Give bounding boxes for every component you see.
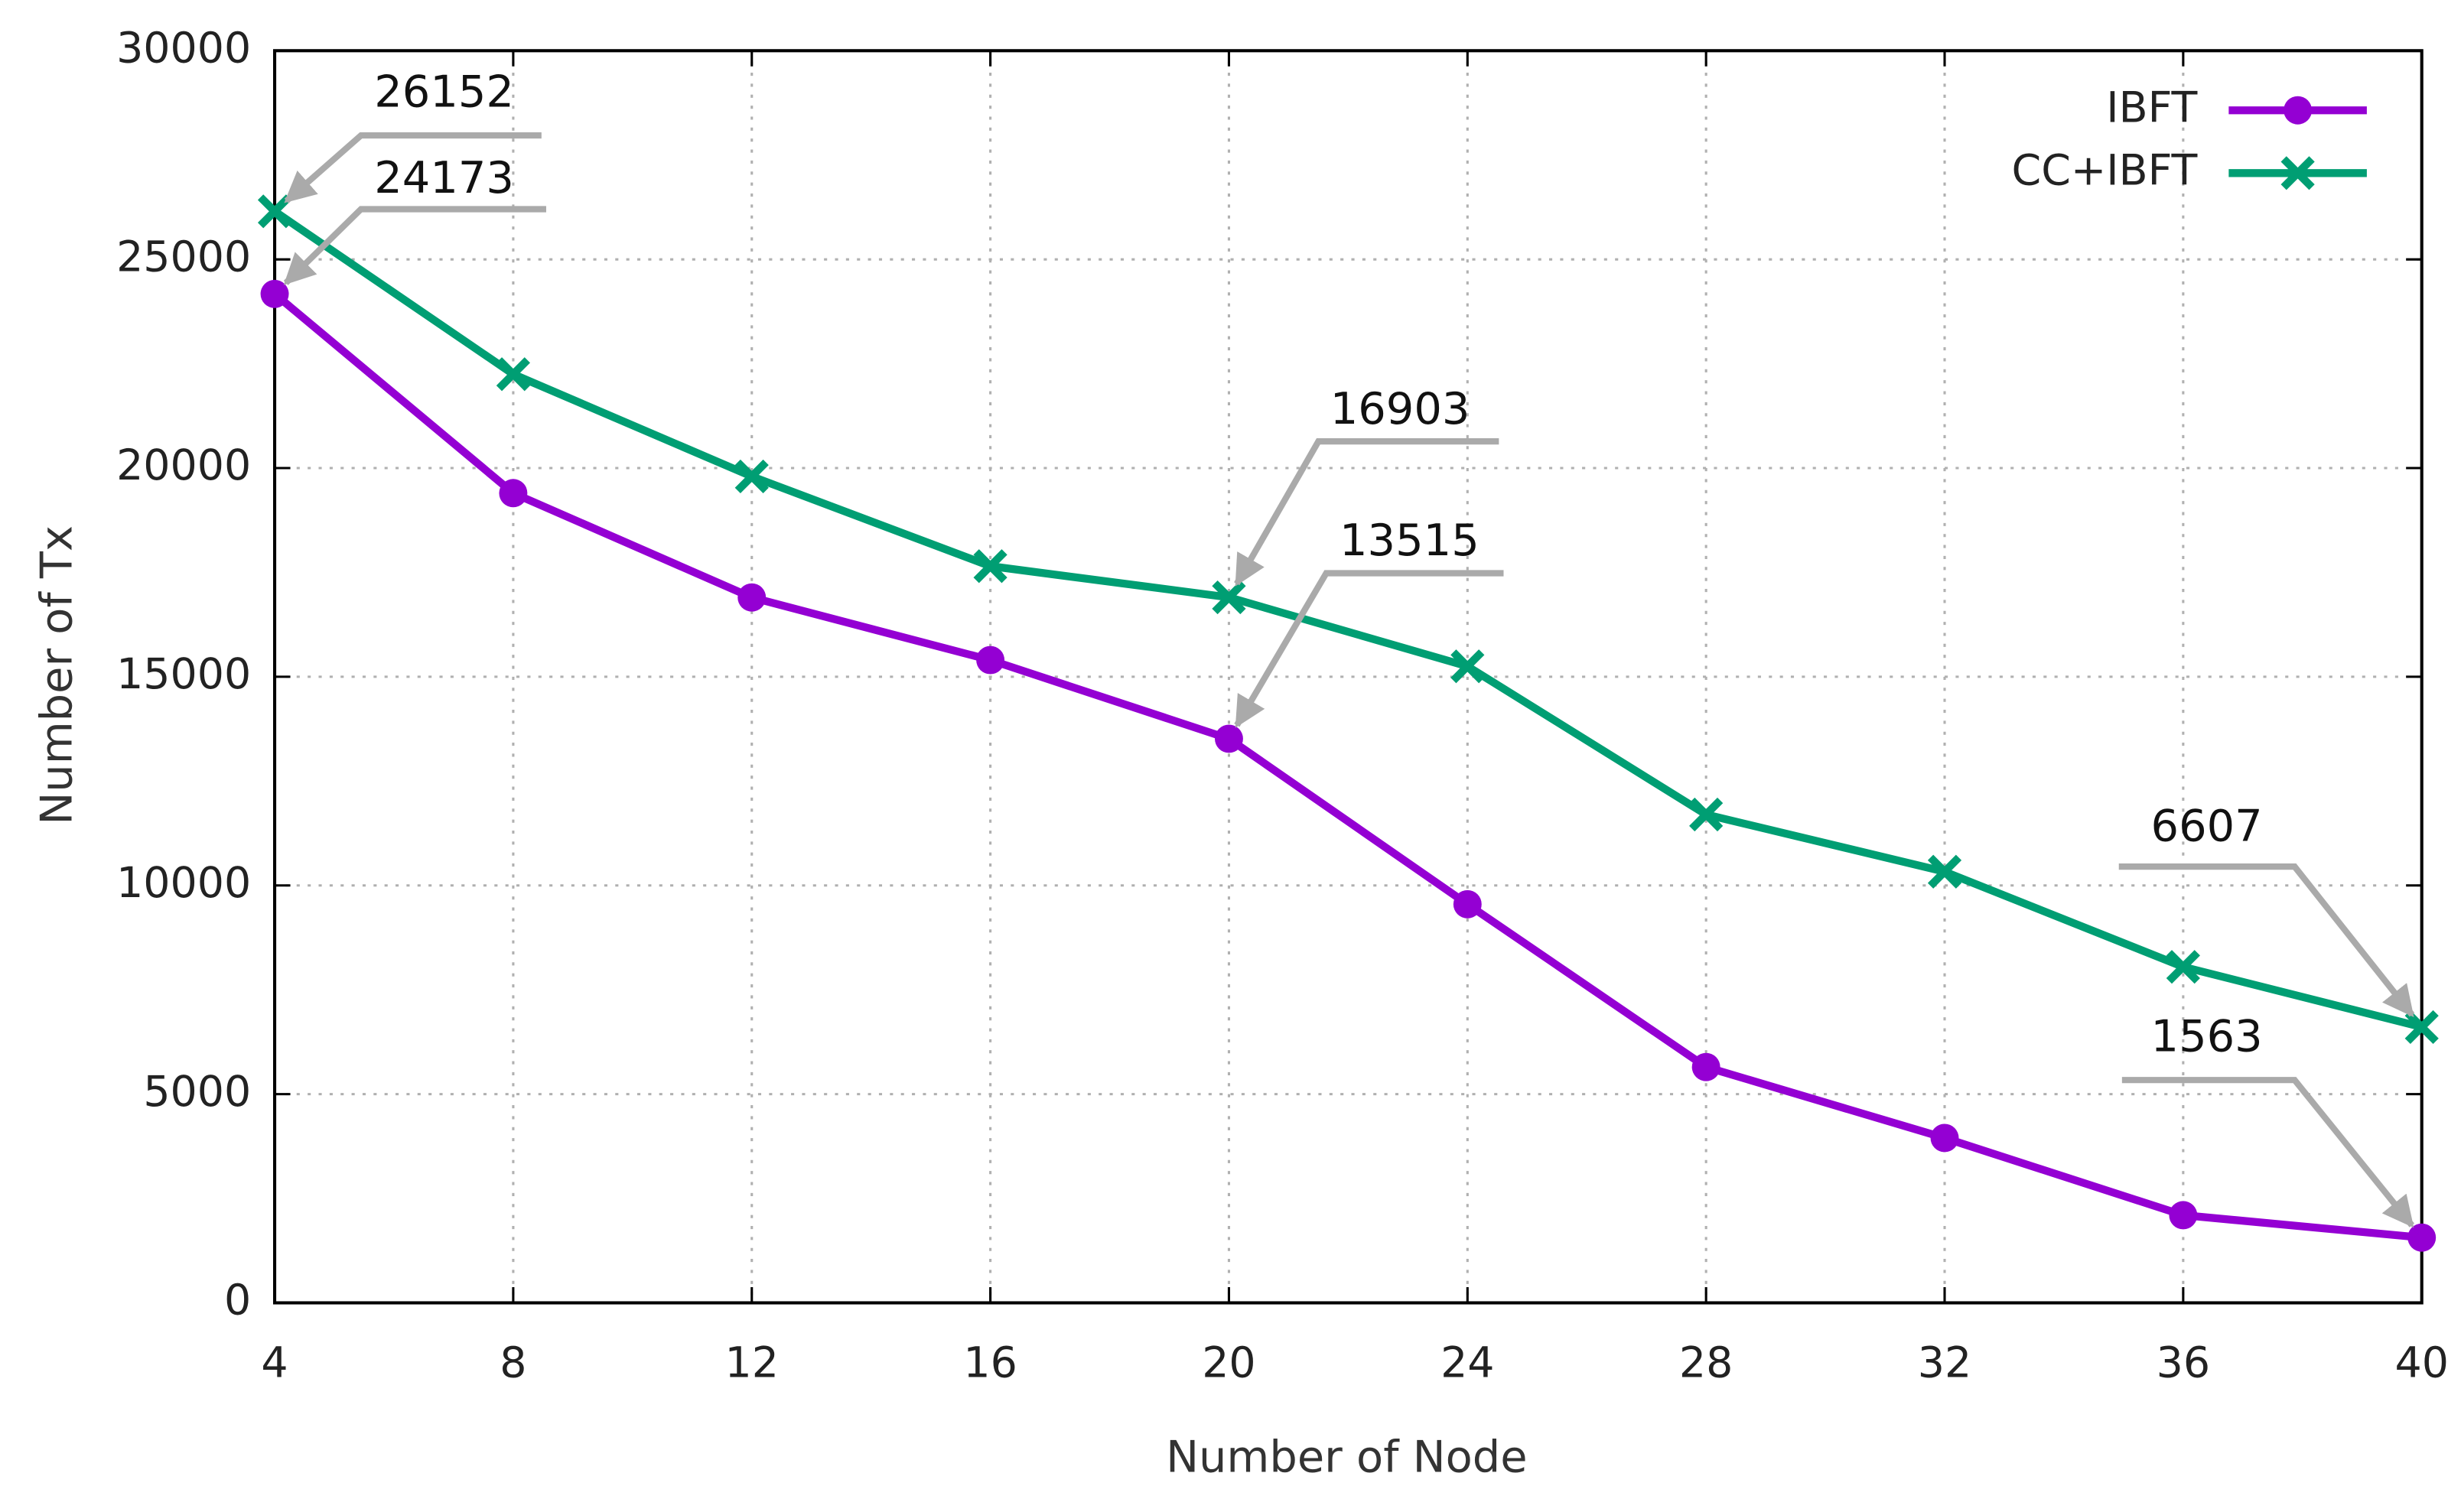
y-tick-label: 15000 (116, 650, 251, 699)
point (2169, 1201, 2198, 1230)
annotation-label: 24173 (374, 152, 514, 203)
point (1927, 854, 1962, 889)
annotation-label: 6607 (2151, 801, 2263, 852)
point (976, 645, 1005, 675)
x-tick-label: 36 (2157, 1339, 2210, 1388)
x-tick-label: 24 (1440, 1339, 1494, 1388)
x-tick-label: 16 (963, 1339, 1017, 1388)
annotation-label: 1563 (2151, 1010, 2263, 1062)
legend-label: IBFT (2106, 83, 2197, 132)
x-tick-label: 28 (1679, 1339, 1733, 1388)
point (1691, 1052, 1720, 1081)
point (1453, 889, 1482, 919)
x-tick-label: 4 (261, 1339, 288, 1388)
annotation-label: 26152 (374, 66, 514, 117)
x-tick-label: 20 (1202, 1339, 1255, 1388)
point (737, 583, 767, 612)
x-tick-label: 8 (500, 1339, 526, 1388)
y-axis-label: Number of Tx (31, 525, 83, 825)
y-tick-label: 20000 (116, 441, 251, 490)
point (1214, 724, 1243, 753)
point (260, 279, 289, 308)
point (257, 194, 292, 229)
y-tick-label: 5000 (143, 1068, 251, 1117)
point (499, 479, 528, 508)
x-tick-label: 40 (2394, 1339, 2448, 1388)
legend-marker (2280, 156, 2315, 190)
legend-marker (2284, 96, 2313, 125)
annotation-arrow (1234, 438, 1499, 587)
point (2404, 1010, 2439, 1045)
point (973, 549, 1008, 584)
y-tick-label: 10000 (116, 859, 251, 908)
x-axis-label: Number of Node (1166, 1431, 1528, 1482)
point (496, 357, 530, 392)
x-tick-label: 12 (725, 1339, 779, 1388)
annotation-label: 13515 (1340, 515, 1480, 566)
x-tick-label: 32 (1918, 1339, 1971, 1388)
point (1930, 1123, 1959, 1153)
annotation-arrow (2121, 1077, 2415, 1228)
legend-label: CC+IBFT (2012, 146, 2198, 195)
y-tick-label: 30000 (116, 24, 251, 73)
series-line (272, 208, 2423, 1031)
annotation-arrow (2118, 863, 2415, 1018)
point (734, 459, 769, 494)
point (1212, 580, 1246, 615)
annotation-arrow (283, 206, 546, 285)
point (2407, 1223, 2437, 1252)
y-tick-label: 25000 (116, 232, 251, 281)
annotation-arrow (284, 132, 542, 203)
point (1450, 649, 1485, 684)
series-line (272, 291, 2423, 1242)
y-tick-label: 0 (224, 1276, 251, 1325)
point (1689, 797, 1724, 832)
annotation-label: 16903 (1330, 383, 1470, 434)
plot-frame (272, 49, 2424, 1305)
point (2166, 950, 2200, 984)
annotation-arrow (1234, 570, 1504, 728)
